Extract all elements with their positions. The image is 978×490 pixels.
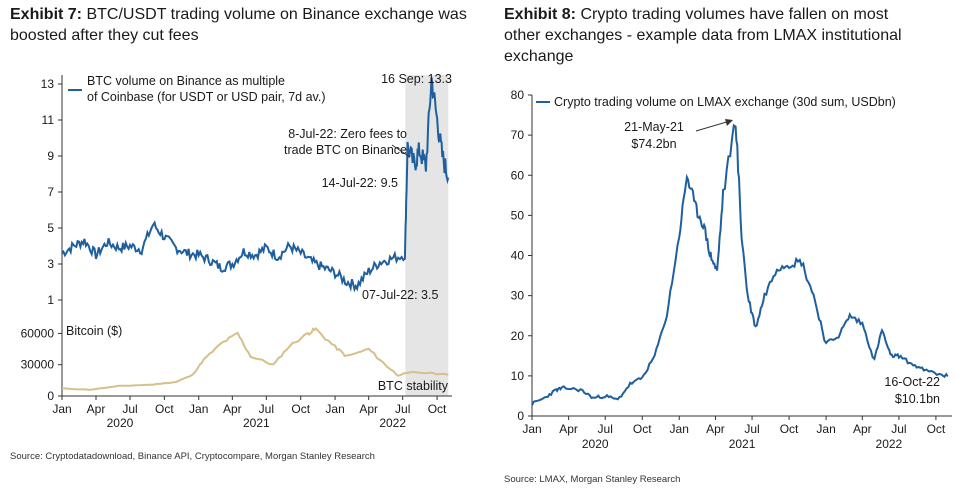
x-tick-label: Jan: [52, 402, 71, 416]
year-label: 2022: [876, 437, 903, 451]
annotation-zero-fees: 8-Jul-22: Zero fees to: [288, 127, 407, 141]
x-tick-label: Jul: [598, 422, 613, 436]
legend-text: Crypto trading volume on LMAX exchange (…: [554, 95, 896, 109]
x-tick-label: Apr: [87, 402, 106, 416]
x-tick-label: Jan: [325, 402, 344, 416]
x-tick-label: Jan: [189, 402, 208, 416]
y-tick-label: 13: [41, 77, 55, 91]
exhibit-7-source: Source: Cryptodatadownload, Binance API,…: [10, 451, 375, 462]
annotation-jul14: 14-Jul-22: 9.5: [322, 176, 398, 190]
y-tick-label: 5: [47, 221, 54, 235]
exhibit-7-title-text: BTC/USDT trading volume on Binance excha…: [10, 6, 467, 44]
x-tick-label: Apr: [853, 422, 872, 436]
series-line-binance-multiple: [61, 77, 450, 293]
lmax-volume-chart: 0 10 20 30 40 50 60 70 80 Jan Apr Jul Oct Jan Apr Jul Oc…: [511, 88, 952, 451]
year-label: 2020: [107, 416, 134, 430]
shaded-region: [405, 75, 449, 396]
annotation-arrow: [695, 120, 731, 132]
exhibit-7-panel: Exhibit 7: BTC/USDT trading volume on Bi…: [0, 0, 470, 490]
annotation-jul07: 07-Jul-22: 3.5: [362, 288, 438, 302]
x-tick-label: Jan: [816, 422, 835, 436]
x-tick-label: Jul: [122, 402, 137, 416]
y-tick-label: 40: [511, 249, 525, 263]
series-line-lmax-volume: [531, 123, 949, 406]
annotation-arrowhead: [725, 119, 733, 126]
x-tick-label: Oct: [291, 402, 310, 416]
exhibit-7-label: Exhibit 7:: [10, 6, 83, 23]
y-tick-label: 7: [47, 185, 54, 199]
annotation-peak-value: $74.2bn: [631, 137, 676, 151]
x-tick-label: Apr: [706, 422, 725, 436]
annotation-last-date: 16-Oct-22: [884, 375, 940, 389]
y-tick-label: 30: [511, 289, 525, 303]
y-tick-label: 10: [511, 369, 525, 383]
year-label: 2022: [379, 416, 406, 430]
x-tick-label: Apr: [223, 402, 242, 416]
x-tick-label: Jul: [259, 402, 274, 416]
series-line-bitcoin-price: [61, 327, 449, 391]
x-tick-label: Jan: [670, 422, 689, 436]
x-tick-label: Oct: [780, 422, 799, 436]
x-tick-label: Jul: [891, 422, 906, 436]
y-tick-label-price: 30000: [21, 358, 55, 372]
y-tick-label: 9: [47, 149, 54, 163]
exhibit-7-title: Exhibit 7: BTC/USDT trading volume on Bi…: [10, 4, 470, 46]
x-tick-label: Oct: [633, 422, 652, 436]
x-tick-label: Jul: [395, 402, 410, 416]
y-tick-label: 20: [511, 329, 525, 343]
x-tick-label: Apr: [559, 422, 578, 436]
annotation-peak-date: 21-May-21: [624, 120, 684, 134]
x-tick-label: Jul: [744, 422, 759, 436]
x-tick-label: Oct: [155, 402, 174, 416]
annotation-arrow: [391, 144, 411, 158]
y-tick-label: 80: [511, 88, 525, 102]
annotation-btc-stability: BTC stability: [378, 379, 449, 393]
annotation-zero-fees: trade BTC on Binance: [284, 143, 407, 157]
y-tick-label: 3: [47, 257, 54, 271]
year-label: 2021: [729, 437, 756, 451]
y-tick-label-price: 0: [47, 389, 54, 403]
x-tick-label: Oct: [927, 422, 946, 436]
exhibit-8-source: Source: LMAX, Morgan Stanley Research: [504, 474, 681, 485]
x-tick-label: Oct: [428, 402, 447, 416]
legend-text: of Coinbase (for USDT or USD pair, 7d av…: [87, 90, 326, 104]
y-tick-label: 50: [511, 208, 525, 222]
y-tick-label: 11: [42, 113, 55, 127]
annotation-last-value: $10.1bn: [895, 392, 940, 406]
exhibit-8-panel: Exhibit 8: Crypto trading volumes have f…: [496, 0, 978, 490]
y-tick-label: 0: [517, 409, 524, 423]
exhibit-8-title-text: Crypto trading volumes have fallen on mo…: [504, 6, 902, 65]
x-tick-label: Apr: [359, 402, 378, 416]
year-label: 2021: [243, 416, 270, 430]
y-tick-label-price: 60000: [21, 326, 55, 340]
annotation-peak: 16 Sep: 13.3: [381, 72, 452, 86]
price-axis-label: Bitcoin ($): [66, 324, 122, 338]
legend-text: BTC volume on Binance as multiple: [87, 74, 285, 88]
exhibit-8-label: Exhibit 8:: [504, 6, 577, 23]
y-tick-label: 1: [47, 293, 54, 307]
y-tick-label: 60: [511, 168, 525, 182]
x-tick-label: Jan: [522, 422, 541, 436]
exhibit-8-title: Exhibit 8: Crypto trading volumes have f…: [504, 4, 904, 67]
y-tick-label: 70: [511, 128, 525, 142]
year-label: 2020: [582, 437, 609, 451]
